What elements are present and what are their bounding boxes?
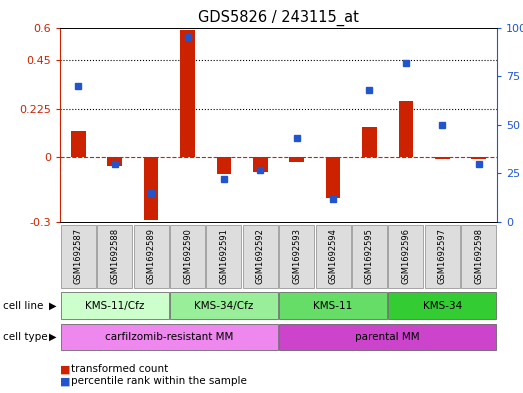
FancyBboxPatch shape <box>170 225 205 288</box>
FancyBboxPatch shape <box>389 225 423 288</box>
FancyBboxPatch shape <box>425 225 460 288</box>
Text: cell type: cell type <box>3 332 47 342</box>
Text: GSM1692596: GSM1692596 <box>401 228 411 285</box>
FancyBboxPatch shape <box>279 324 496 350</box>
FancyBboxPatch shape <box>61 324 278 350</box>
Text: ■: ■ <box>60 364 71 375</box>
Text: carfilzomib-resistant MM: carfilzomib-resistant MM <box>105 332 233 342</box>
Bar <box>144 157 158 220</box>
Text: cell line: cell line <box>3 301 43 311</box>
Text: GSM1692598: GSM1692598 <box>474 228 483 285</box>
Text: GSM1692587: GSM1692587 <box>74 228 83 285</box>
Text: GSM1692592: GSM1692592 <box>256 228 265 285</box>
Bar <box>471 157 486 160</box>
FancyBboxPatch shape <box>134 225 168 288</box>
Text: transformed count: transformed count <box>71 364 168 375</box>
Text: GSM1692588: GSM1692588 <box>110 228 119 285</box>
Text: GSM1692589: GSM1692589 <box>146 228 156 285</box>
Text: GSM1692595: GSM1692595 <box>365 228 374 285</box>
Text: KMS-34/Cfz: KMS-34/Cfz <box>194 301 254 310</box>
Text: GSM1692590: GSM1692590 <box>183 228 192 285</box>
FancyBboxPatch shape <box>389 292 496 319</box>
Bar <box>399 101 413 157</box>
FancyBboxPatch shape <box>243 225 278 288</box>
FancyBboxPatch shape <box>279 292 387 319</box>
Bar <box>180 30 195 157</box>
Text: percentile rank within the sample: percentile rank within the sample <box>71 376 246 386</box>
Text: KMS-11: KMS-11 <box>313 301 353 310</box>
FancyBboxPatch shape <box>315 225 350 288</box>
Text: GSM1692594: GSM1692594 <box>328 228 337 285</box>
Bar <box>253 157 268 172</box>
Bar <box>326 157 340 198</box>
Bar <box>435 157 450 160</box>
FancyBboxPatch shape <box>207 225 242 288</box>
Text: ■: ■ <box>60 376 71 386</box>
Text: ▶: ▶ <box>49 332 56 342</box>
Bar <box>362 127 377 157</box>
Text: GSM1692597: GSM1692597 <box>438 228 447 285</box>
FancyBboxPatch shape <box>352 225 387 288</box>
Text: parental MM: parental MM <box>355 332 420 342</box>
Text: GSM1692591: GSM1692591 <box>220 228 229 285</box>
Text: KMS-11/Cfz: KMS-11/Cfz <box>85 301 144 310</box>
Text: ▶: ▶ <box>49 301 56 311</box>
FancyBboxPatch shape <box>61 225 96 288</box>
FancyBboxPatch shape <box>97 225 132 288</box>
FancyBboxPatch shape <box>61 292 168 319</box>
Title: GDS5826 / 243115_at: GDS5826 / 243115_at <box>198 10 359 26</box>
Text: GSM1692593: GSM1692593 <box>292 228 301 285</box>
FancyBboxPatch shape <box>170 292 278 319</box>
Bar <box>71 131 86 157</box>
Text: KMS-34: KMS-34 <box>423 301 462 310</box>
Bar <box>217 157 231 174</box>
FancyBboxPatch shape <box>279 225 314 288</box>
Bar <box>289 157 304 162</box>
FancyBboxPatch shape <box>461 225 496 288</box>
Bar <box>107 157 122 166</box>
